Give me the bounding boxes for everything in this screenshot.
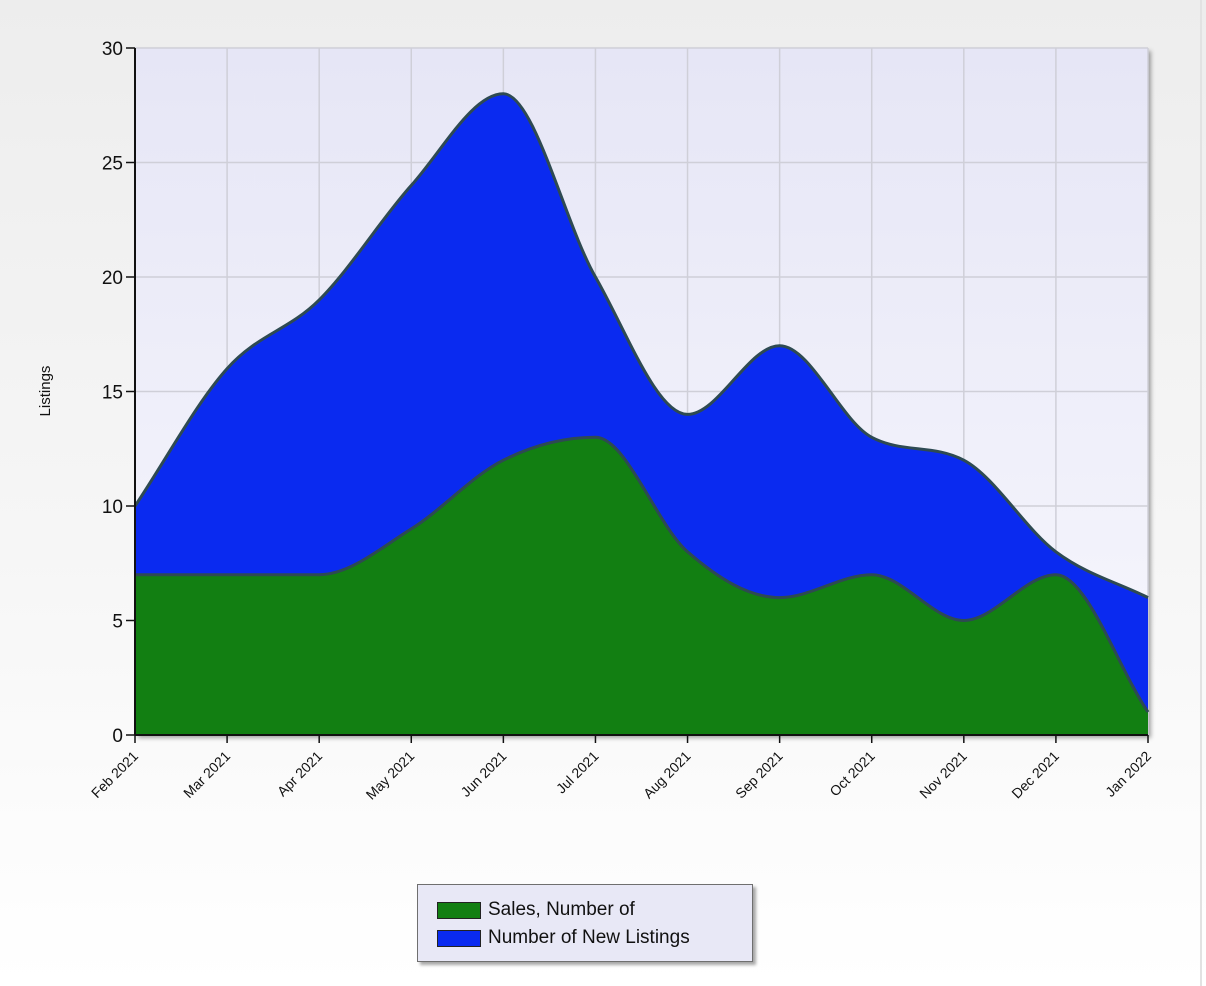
x-tick-label: Sep 2021 (732, 748, 786, 802)
x-tick-label: Jun 2021 (457, 748, 509, 800)
x-tick-label: Apr 2021 (274, 748, 326, 800)
legend-swatch-new-listings (437, 929, 481, 947)
x-tick-label: Jan 2022 (1102, 748, 1154, 800)
y-tick-label: 20 (102, 268, 123, 289)
y-tick-label: 10 (102, 497, 123, 518)
area-sales (135, 437, 1148, 735)
x-tick-labels: Feb 2021 Mar 2021 Apr 2021 May 2021 Jun 2021… (88, 748, 1154, 803)
x-tick-label: Nov 2021 (916, 748, 970, 802)
legend: Sales, Number of Number of New Listings (417, 884, 753, 962)
legend-item-new-listings: Number of New Listings (418, 924, 752, 952)
y-tick-label: 0 (112, 726, 123, 747)
x-tick-label: Dec 2021 (1008, 748, 1062, 802)
x-tick-label: Mar 2021 (180, 748, 233, 801)
axes (126, 47, 1149, 743)
y-tick-label: 30 (102, 39, 123, 60)
legend-item-sales: Sales, Number of (418, 896, 752, 924)
series-areas (133, 92, 1150, 736)
y-tick-label: 25 (102, 154, 123, 175)
x-tick-label: Feb 2021 (88, 748, 141, 801)
legend-label-sales: Sales, Number of (488, 899, 635, 920)
x-tick-label: May 2021 (363, 748, 418, 803)
area-sales-outline (134, 435, 1150, 713)
area-new-listings-outline (133, 92, 1149, 599)
legend-swatch-sales (437, 901, 481, 919)
x-tick-label: Aug 2021 (640, 748, 694, 802)
y-tick-label: 15 (102, 383, 123, 404)
y-tick-labels: 0 5 10 15 20 25 30 (102, 39, 123, 747)
x-tick-label: Jul 2021 (553, 748, 602, 797)
y-tick-label: 5 (112, 612, 123, 633)
y-axis-title: Listings (37, 366, 54, 417)
legend-label-new-listings: Number of New Listings (488, 927, 690, 948)
page-divider (1200, 0, 1202, 986)
x-tick-label: Oct 2021 (826, 748, 878, 800)
